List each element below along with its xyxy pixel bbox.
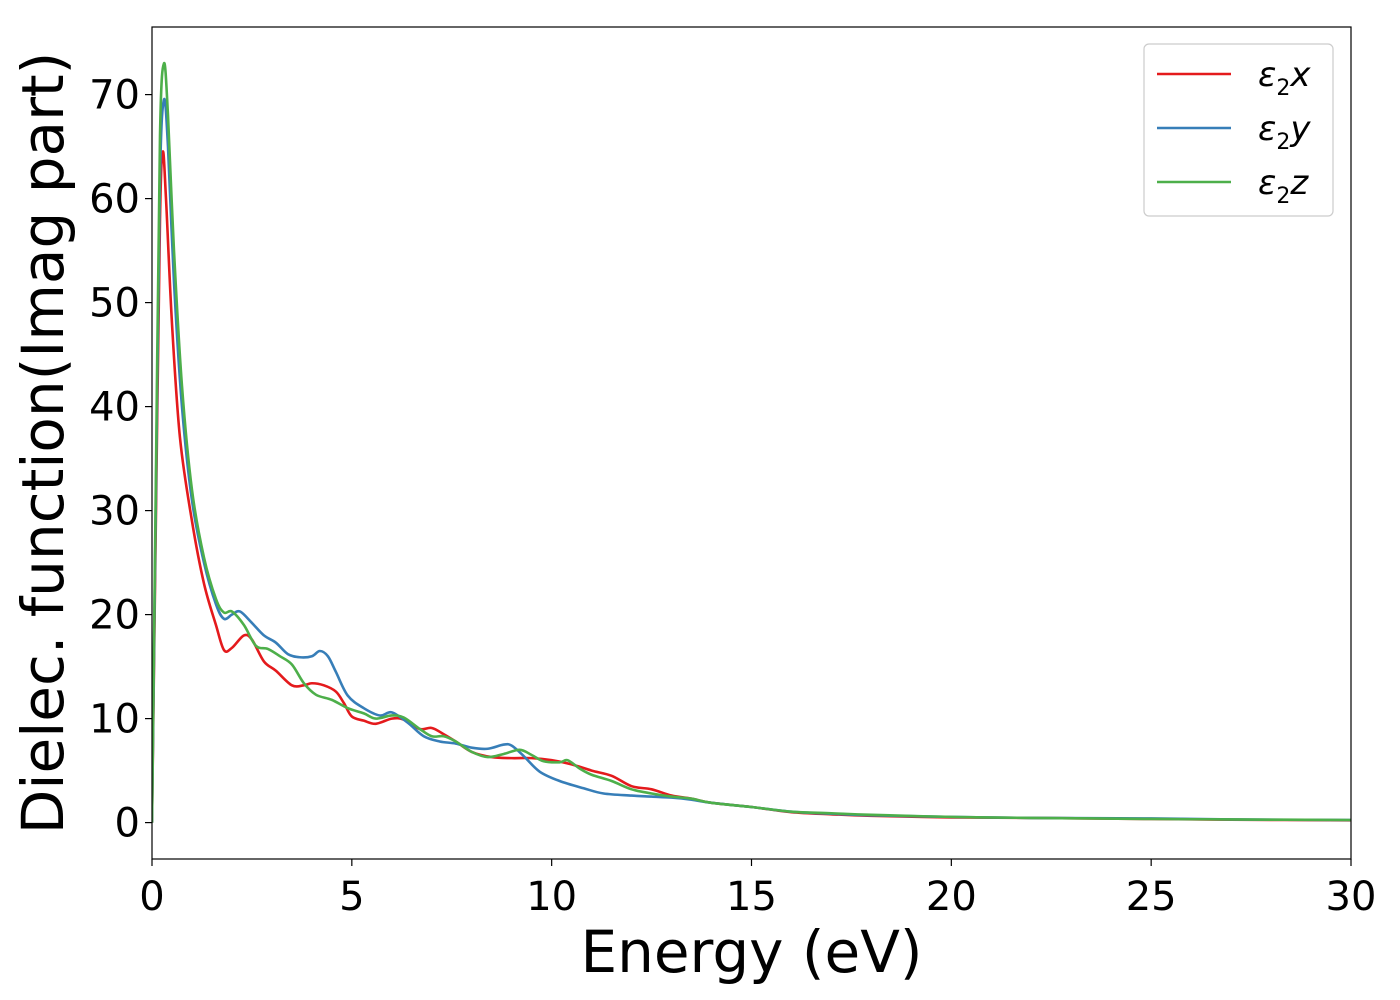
y-tick-label: 50 bbox=[89, 281, 140, 327]
series-line-z bbox=[152, 62, 1351, 823]
legend: ε2x ε2y ε2z bbox=[1143, 43, 1334, 217]
legend-box bbox=[1143, 43, 1334, 217]
x-axis-ticks: 0 5 10 15 20 25 30 bbox=[139, 859, 1376, 920]
x-axis-title: Energy (eV) bbox=[580, 918, 922, 986]
y-tick-label: 70 bbox=[89, 73, 140, 119]
x-tick-label: 20 bbox=[926, 874, 977, 920]
x-tick-label: 30 bbox=[1326, 874, 1377, 920]
x-tick-label: 25 bbox=[1126, 874, 1177, 920]
y-tick-label: 20 bbox=[89, 593, 140, 639]
x-tick-label: 0 bbox=[139, 874, 164, 920]
legend-label-x: ε2x bbox=[1258, 55, 1311, 101]
x-tick-label: 15 bbox=[726, 874, 777, 920]
y-axis-ticks: 0 10 20 30 40 50 60 70 bbox=[89, 73, 152, 847]
y-tick-label: 10 bbox=[89, 697, 140, 743]
x-tick-label: 10 bbox=[526, 874, 577, 920]
y-axis-title: Dielec. function(Imag part) bbox=[9, 52, 77, 835]
y-tick-label: 0 bbox=[115, 801, 140, 847]
legend-label-z: ε2z bbox=[1258, 163, 1309, 209]
x-tick-label: 5 bbox=[339, 874, 364, 920]
y-tick-label: 40 bbox=[89, 385, 140, 431]
series-layer bbox=[152, 62, 1351, 823]
legend-label-y: ε2y bbox=[1258, 109, 1311, 155]
y-tick-label: 60 bbox=[89, 177, 140, 223]
y-tick-label: 30 bbox=[89, 489, 140, 535]
